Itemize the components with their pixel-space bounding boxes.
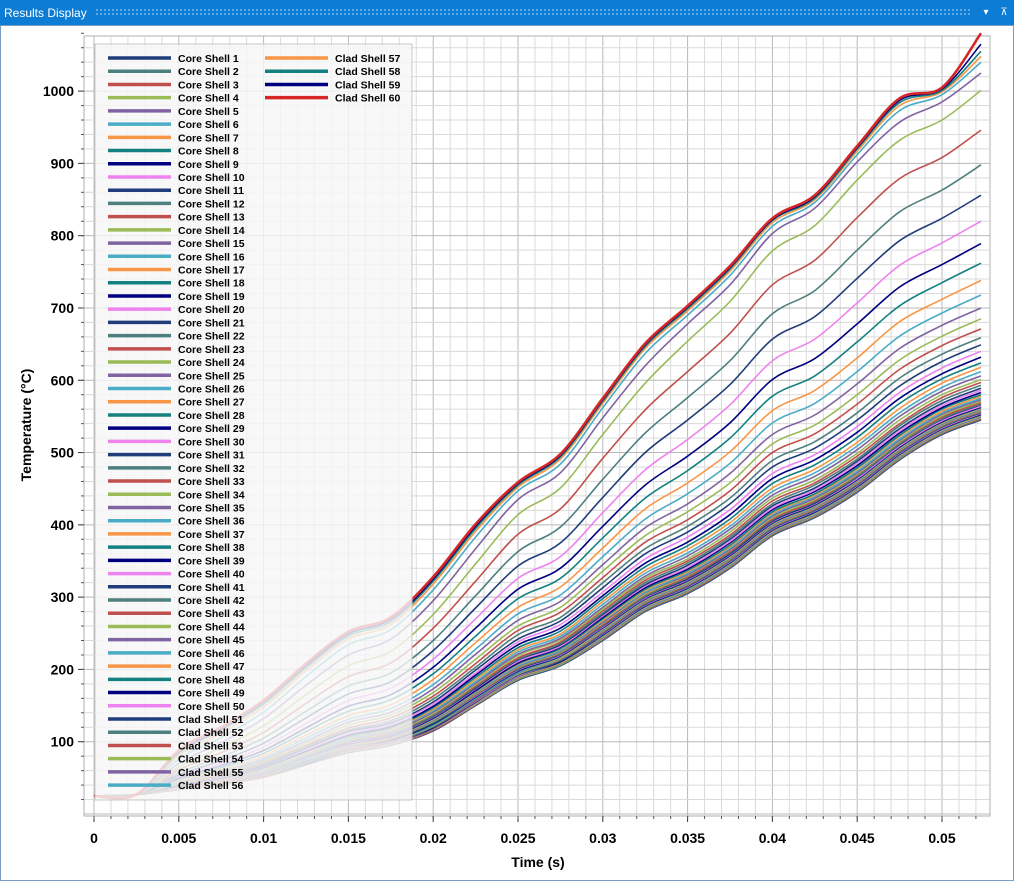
y-tick-label: 600 <box>51 372 75 388</box>
y-tick-label: 900 <box>51 155 75 171</box>
legend-label: Core Shell 23 <box>178 344 245 356</box>
legend-label: Core Shell 6 <box>178 119 239 131</box>
legend-label: Core Shell 16 <box>178 251 245 263</box>
y-tick-label: 500 <box>51 445 75 461</box>
legend-label: Core Shell 18 <box>178 278 245 290</box>
x-tick-label: 0.015 <box>331 830 366 846</box>
legend-label: Clad Shell 60 <box>335 93 401 105</box>
y-tick-label: 800 <box>51 228 75 244</box>
legend-label: Core Shell 26 <box>178 384 245 396</box>
legend-label: Core Shell 29 <box>178 423 245 435</box>
legend-label: Core Shell 34 <box>178 489 245 501</box>
legend-label: Core Shell 19 <box>178 291 245 303</box>
legend-label: Core Shell 40 <box>178 569 245 581</box>
legend-label: Core Shell 25 <box>178 370 245 382</box>
legend-label: Clad Shell 55 <box>178 767 244 779</box>
y-tick-label: 300 <box>51 589 75 605</box>
legend-label: Clad Shell 56 <box>178 780 244 792</box>
legend-label: Core Shell 45 <box>178 635 245 647</box>
legend-label: Core Shell 49 <box>178 688 245 700</box>
legend-label: Core Shell 5 <box>178 106 239 118</box>
legend-label: Core Shell 31 <box>178 450 245 462</box>
legend-label: Core Shell 37 <box>178 529 245 541</box>
legend-label: Core Shell 48 <box>178 674 245 686</box>
legend-label: Core Shell 42 <box>178 595 245 607</box>
x-tick-label: 0.03 <box>589 830 616 846</box>
legend-label: Core Shell 7 <box>178 132 239 144</box>
legend-label: Core Shell 36 <box>178 516 245 528</box>
legend-label: Core Shell 3 <box>178 79 239 91</box>
legend-label: Clad Shell 57 <box>335 53 401 65</box>
legend-label: Core Shell 22 <box>178 331 245 343</box>
x-tick-label: 0.05 <box>928 830 955 846</box>
legend-label: Core Shell 8 <box>178 146 239 158</box>
legend-label: Core Shell 14 <box>178 225 245 237</box>
legend-label: Core Shell 46 <box>178 648 245 660</box>
y-tick-label: 200 <box>51 661 75 677</box>
x-tick-label: 0.025 <box>500 830 535 846</box>
legend-label: Clad Shell 58 <box>335 66 401 78</box>
legend-label: Core Shell 1 <box>178 53 239 65</box>
x-tick-label: 0.04 <box>759 830 786 846</box>
legend-label: Core Shell 38 <box>178 542 245 554</box>
legend-label: Core Shell 13 <box>178 212 245 224</box>
legend-label: Clad Shell 59 <box>335 79 401 91</box>
x-tick-label: 0.01 <box>250 830 277 846</box>
x-tick-label: 0.035 <box>670 830 705 846</box>
x-tick-label: 0.02 <box>420 830 447 846</box>
legend-label: Core Shell 12 <box>178 198 245 210</box>
legend-label: Clad Shell 52 <box>178 727 244 739</box>
legend-label: Core Shell 21 <box>178 317 245 329</box>
legend-label: Core Shell 43 <box>178 608 245 620</box>
legend-label: Core Shell 2 <box>178 66 239 78</box>
legend-label: Core Shell 4 <box>178 93 239 105</box>
y-axis-label: Temperature (°C) <box>18 369 34 482</box>
legend-label: Core Shell 39 <box>178 555 245 567</box>
legend-label: Core Shell 30 <box>178 436 245 448</box>
legend-label: Core Shell 32 <box>178 463 245 475</box>
legend-label: Core Shell 35 <box>178 502 245 514</box>
y-tick-label: 100 <box>51 734 75 750</box>
legend-box <box>94 43 413 801</box>
y-tick-label: 400 <box>51 517 75 533</box>
legend-label: Core Shell 11 <box>178 185 244 197</box>
legend-label: Core Shell 33 <box>178 476 245 488</box>
legend-label: Clad Shell 54 <box>178 754 244 766</box>
x-tick-label: 0.005 <box>161 830 196 846</box>
legend-label: Core Shell 41 <box>178 582 245 594</box>
legend-label: Core Shell 17 <box>178 265 245 277</box>
legend-label: Core Shell 10 <box>178 172 245 184</box>
x-axis-label: Time (s) <box>511 854 564 870</box>
y-tick-label: 1000 <box>43 83 74 99</box>
legend-label: Clad Shell 51 <box>178 714 244 726</box>
legend-label: Core Shell 20 <box>178 304 245 316</box>
legend-label: Core Shell 24 <box>178 357 245 369</box>
titlebar-grip[interactable] <box>94 8 970 17</box>
legend-label: Core Shell 50 <box>178 701 245 713</box>
y-tick-label: 700 <box>51 300 75 316</box>
results-display-titlebar: Results Display ▾ ⊼ <box>0 0 1014 25</box>
legend-label: Core Shell 27 <box>178 397 245 409</box>
legend-label: Core Shell 9 <box>178 159 239 171</box>
window-title: Results Display <box>4 5 87 20</box>
legend-label: Clad Shell 53 <box>178 740 244 752</box>
axes: 0 0.005 0.01 0.015 0.02 0.025 0.03 0.035 0.04 0.0… <box>18 32 977 870</box>
x-tick-label: 0.045 <box>840 830 875 846</box>
x-tick-label: 0 <box>90 830 98 846</box>
legend-label: Core Shell 47 <box>178 661 245 673</box>
legend-label: Core Shell 15 <box>178 238 245 250</box>
legend-label: Core Shell 28 <box>178 410 245 422</box>
chevron-down-icon[interactable]: ▾ <box>983 7 989 18</box>
legend-label: Core Shell 44 <box>178 621 245 633</box>
pin-icon[interactable]: ⊼ <box>1000 7 1008 18</box>
